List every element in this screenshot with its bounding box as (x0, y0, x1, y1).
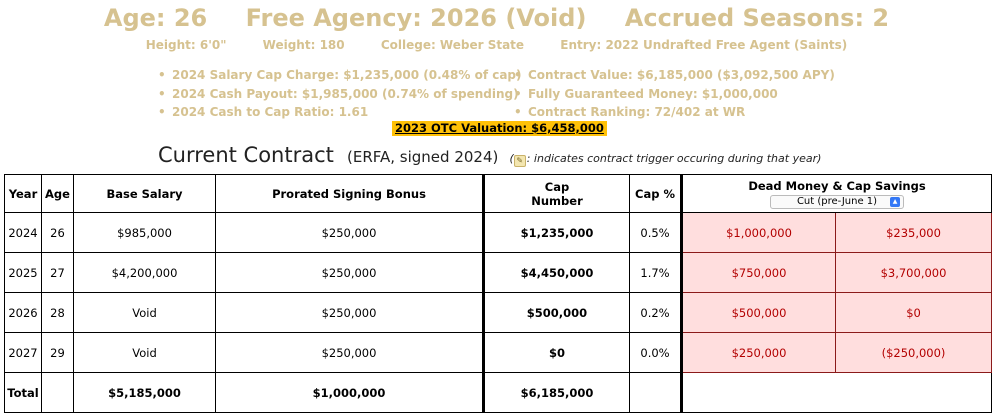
cell-total-prorated-bonus: $1,000,000 (215, 372, 485, 413)
header-cap-pct: Cap % (629, 174, 683, 213)
cell-prorated-bonus: $250,000 (215, 252, 485, 293)
cell-age: 29 (41, 332, 74, 373)
cell-total-dead-money (680, 372, 993, 413)
cell-base-salary: Void (73, 332, 216, 373)
cell-prorated-bonus: $250,000 (215, 332, 485, 373)
cell-total-label: Total (4, 372, 42, 413)
cell-total-cap-pct (629, 372, 683, 413)
list-item: Contract Value: $6,185,000 ($3,092,500 A… (514, 66, 835, 85)
cell-prorated-bonus: $250,000 (215, 212, 485, 253)
list-item: 2024 Salary Cap Charge: $1,235,000 (0.48… (158, 66, 522, 85)
cell-dead-money: $1,000,000 (681, 212, 836, 253)
cell-cap-number: $500,000 (483, 292, 630, 333)
player-headline: Age: 26 Free Agency: 2026 (Void) Accrued… (0, 4, 993, 32)
table-row: 2026 28 Void $250,000 $500,000 0.2% $500… (4, 292, 993, 333)
cell-age: 26 (41, 212, 74, 253)
cell-cap-savings: $0 (834, 292, 993, 333)
contract-subtitle: (ERFA, signed 2024) (346, 148, 499, 166)
weight-label: Weight: 180 (262, 38, 345, 52)
header-dead-money-label: Dead Money & Cap Savings (748, 178, 926, 193)
header-cap-number-line1: Cap (544, 179, 570, 194)
free-agency-label: Free Agency: 2026 (Void) (245, 4, 587, 32)
cell-dead-money: $500,000 (681, 292, 836, 333)
cell-cap-savings: $3,700,000 (834, 252, 993, 293)
cell-year: 2025 (4, 252, 42, 293)
contract-heading: Current Contract (ERFA, signed 2024) (✎:… (158, 143, 821, 167)
contract-table: Year Age Base Salary Prorated Signing Bo… (4, 174, 993, 413)
header-prorated-bonus: Prorated Signing Bonus (215, 174, 485, 213)
chevron-updown-icon: ▲ (890, 196, 900, 207)
table-row: 2027 29 Void $250,000 $0 0.0% $250,000 (… (4, 332, 993, 373)
contract-summary-list: Contract Value: $6,185,000 ($3,092,500 A… (514, 66, 835, 122)
age-label: Age: 26 (103, 4, 208, 32)
cell-cap-number: $4,450,000 (483, 252, 630, 293)
cell-cap-number: $1,235,000 (483, 212, 630, 253)
header-age: Age (41, 174, 74, 213)
cell-base-salary: $985,000 (73, 212, 216, 253)
cell-total-base-salary: $5,185,000 (73, 372, 216, 413)
cell-dead-money: $750,000 (681, 252, 836, 293)
entry-label: Entry: 2022 Undrafted Free Agent (Saints… (560, 38, 848, 52)
cell-cap-pct: 0.0% (629, 332, 683, 373)
list-item: Contract Ranking: 72/402 at WR (514, 103, 835, 122)
list-item: 2024 Cash to Cap Ratio: 1.61 (158, 103, 522, 122)
header-base-salary: Base Salary (73, 174, 216, 213)
legend-open-paren: ( (509, 152, 514, 165)
cell-total-age (41, 372, 74, 413)
cell-base-salary: Void (73, 292, 216, 333)
cell-dead-money: $250,000 (681, 332, 836, 373)
legend-text: : indicates contract trigger occuring du… (526, 152, 822, 165)
cell-age: 27 (41, 252, 74, 293)
cell-cap-pct: 0.5% (629, 212, 683, 253)
accrued-seasons-label: Accrued Seasons: 2 (624, 4, 890, 32)
cell-prorated-bonus: $250,000 (215, 292, 485, 333)
table-row: 2024 26 $985,000 $250,000 $1,235,000 0.5… (4, 212, 993, 253)
list-item: 2024 Cash Payout: $1,985,000 (0.74% of s… (158, 85, 522, 104)
cell-year: 2024 (4, 212, 42, 253)
header-cap-number: Cap Number (483, 174, 630, 213)
college-label: College: Weber State (380, 38, 525, 52)
header-year: Year (4, 174, 42, 213)
player-meta: Height: 6'0" Weight: 180 College: Weber … (0, 38, 993, 52)
cell-cap-savings: ($250,000) (834, 332, 993, 373)
cell-cap-pct: 1.7% (629, 252, 683, 293)
cut-type-select[interactable]: Cut (pre-June 1) ▲ (770, 194, 904, 209)
table-total-row: Total $5,185,000 $1,000,000 $6,185,000 (4, 372, 993, 413)
cut-type-select-value: Cut (pre-June 1) (796, 195, 878, 207)
table-row: 2025 27 $4,200,000 $250,000 $4,450,000 1… (4, 252, 993, 293)
cell-cap-savings: $235,000 (834, 212, 993, 253)
note-icon: ✎ (513, 155, 526, 167)
cell-year: 2027 (4, 332, 42, 373)
cell-year: 2026 (4, 292, 42, 333)
cell-base-salary: $4,200,000 (73, 252, 216, 293)
cell-age: 28 (41, 292, 74, 333)
cell-cap-number: $0 (483, 332, 630, 373)
trigger-legend: (✎: indicates contract trigger occuring … (509, 152, 822, 167)
contract-title: Current Contract (158, 143, 334, 167)
header-cap-number-line2: Number (531, 193, 583, 208)
otc-valuation-link[interactable]: 2023 OTC Valuation: $6,458,000 (392, 121, 607, 136)
cell-cap-pct: 0.2% (629, 292, 683, 333)
cell-total-cap-number: $6,185,000 (483, 372, 630, 413)
table-header-row: Year Age Base Salary Prorated Signing Bo… (4, 174, 993, 213)
list-item: Fully Guaranteed Money: $1,000,000 (514, 85, 835, 104)
cap-summary-list: 2024 Salary Cap Charge: $1,235,000 (0.48… (158, 66, 522, 122)
header-dead-money: Dead Money & Cap Savings Cut (pre-June 1… (680, 174, 993, 213)
height-label: Height: 6'0" (145, 38, 227, 52)
